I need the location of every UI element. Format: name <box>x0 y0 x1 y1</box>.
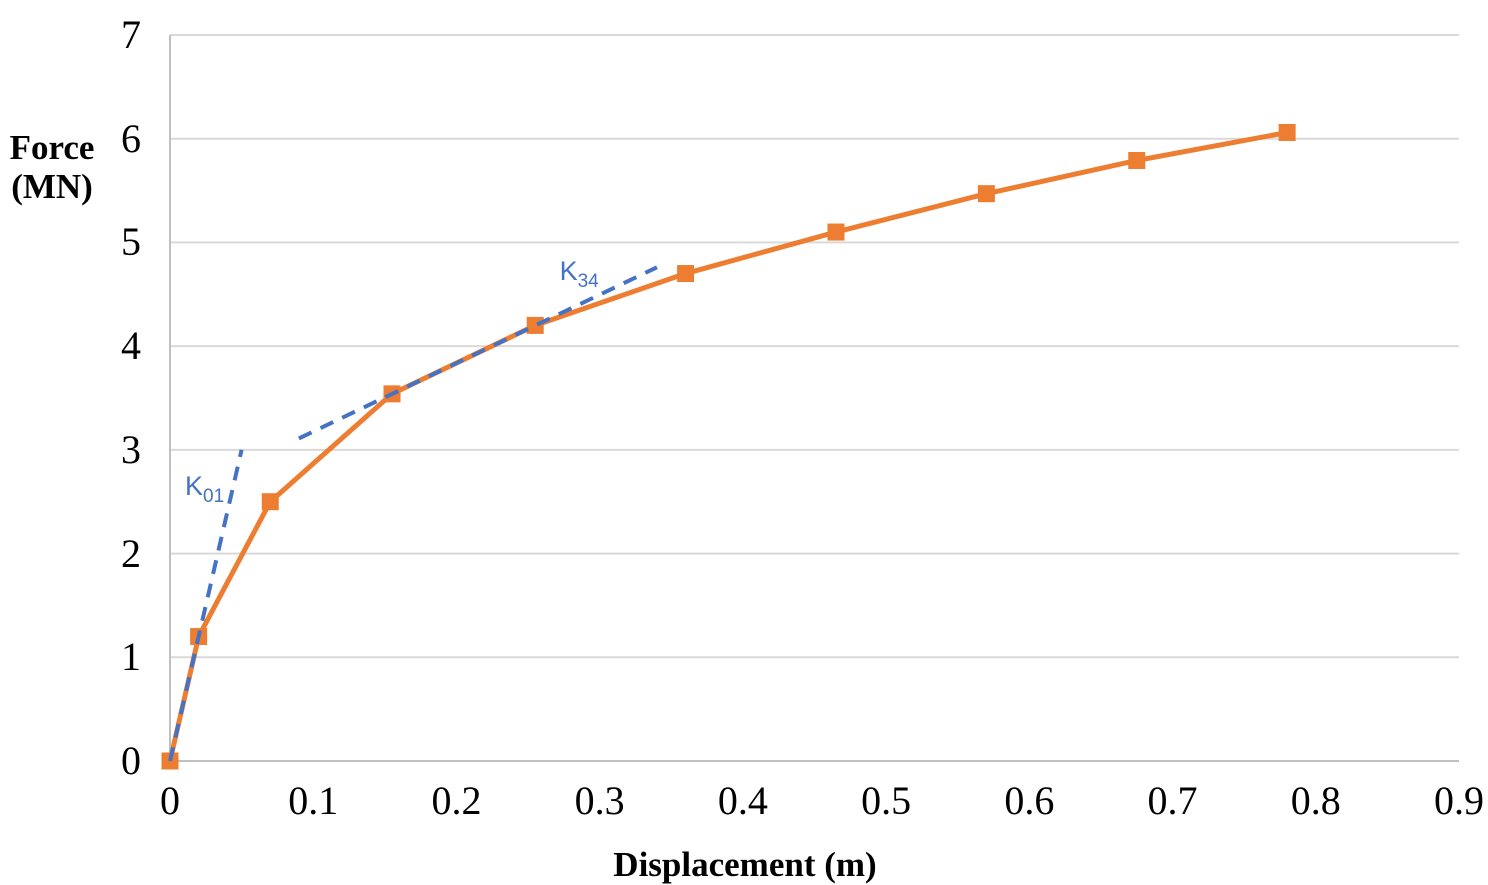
y-axis-title-line1: Force <box>9 128 95 167</box>
x-tick-label-0.3: 0.3 <box>574 778 625 823</box>
x-tick-label-0.7: 0.7 <box>1147 778 1198 823</box>
data-point-marker <box>827 223 845 241</box>
data-point-marker <box>526 316 544 334</box>
x-tick-label-0.1: 0.1 <box>288 778 339 823</box>
data-point-marker <box>677 265 695 283</box>
x-tick-label-0.9: 0.9 <box>1434 778 1484 823</box>
K01-secant-line-label-subscript: 01 <box>203 486 224 507</box>
x-tick-label-0.5: 0.5 <box>861 778 912 823</box>
x-tick-label-0.8: 0.8 <box>1290 778 1341 823</box>
x-tick-label-0: 0 <box>160 778 180 823</box>
x-tick-label-0.2: 0.2 <box>431 778 482 823</box>
y-tick-label-5: 5 <box>121 219 141 265</box>
gridlines-group <box>170 34 1459 659</box>
data-point-marker <box>977 185 995 203</box>
axes-group <box>169 35 1459 762</box>
y-tick-label-1: 1 <box>121 634 141 680</box>
data-point-marker <box>1278 123 1296 141</box>
y-tick-label-6: 6 <box>121 115 141 161</box>
K34-secant-line <box>298 265 658 441</box>
K34-secant-line-label: K34 <box>560 256 600 292</box>
K34-secant-line-label-subscript: 34 <box>578 271 600 292</box>
y-tick-label-2: 2 <box>121 530 141 576</box>
y-axis-title: Force (MN) <box>0 128 104 206</box>
x-axis-title: Displacement (m) <box>613 845 877 884</box>
data-point-marker <box>261 493 279 511</box>
series-group <box>161 123 1296 770</box>
y-tick-label-4: 4 <box>121 323 141 369</box>
K01-secant-line <box>168 449 244 762</box>
x-tick-label-0.6: 0.6 <box>1004 778 1055 823</box>
y-tick-label-3: 3 <box>121 426 141 472</box>
force-displacement-curve-line <box>167 129 1290 764</box>
annotation-lines-group: K01 K34 <box>168 256 658 762</box>
y-tick-label-0: 0 <box>121 738 141 783</box>
y-axis-title-line2: (MN) <box>11 167 93 206</box>
x-tick-label-0.4: 0.4 <box>717 778 768 823</box>
data-point-marker <box>1128 151 1146 169</box>
K01-secant-line-label: K01 <box>185 471 224 507</box>
y-tick-label-7: 7 <box>121 12 141 57</box>
